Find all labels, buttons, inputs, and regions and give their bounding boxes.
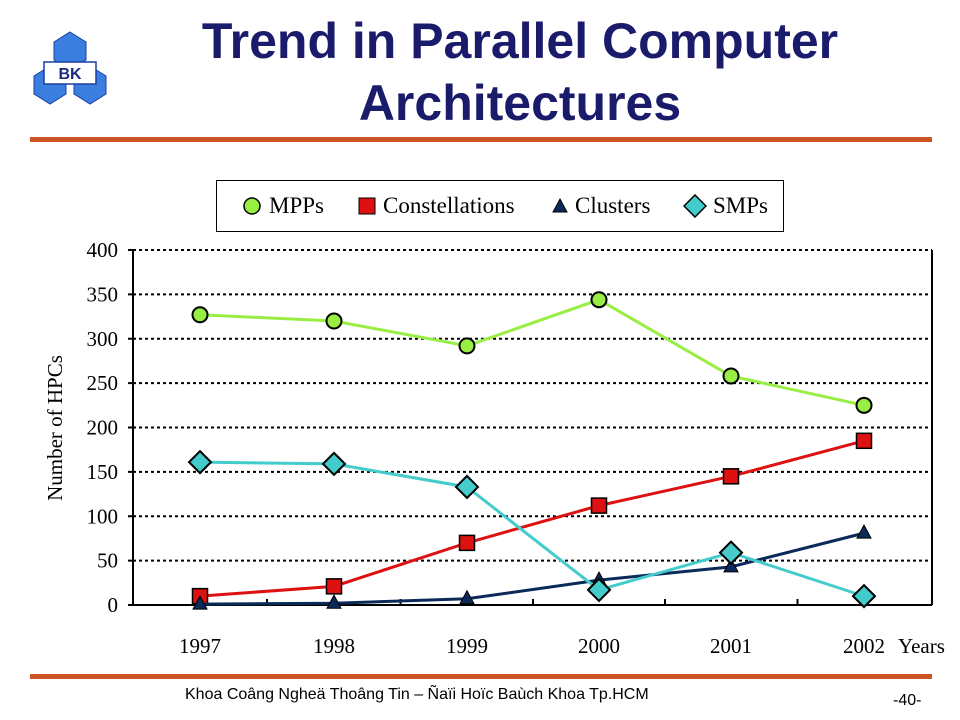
x-tick-label: 2000 xyxy=(578,634,620,658)
data-point-smps xyxy=(187,449,213,475)
data-point-constellations xyxy=(458,534,476,552)
chart-legend: MPPs Constellations Clusters SMPs xyxy=(216,180,784,232)
y-tick-label: 100 xyxy=(87,504,119,528)
page-number: -40- xyxy=(893,692,922,709)
data-point-mpps xyxy=(722,367,740,385)
slide-title-line2: Architectures xyxy=(358,75,682,131)
data-point-constellations xyxy=(722,468,740,485)
legend-label-clusters: Clusters xyxy=(575,193,651,218)
diamond-marker-icon xyxy=(683,194,707,218)
data-point-clusters xyxy=(326,594,342,609)
legend-label-constellations: Constellations xyxy=(383,193,515,218)
legend-item-clusters: Clusters xyxy=(551,181,650,231)
data-point-smps xyxy=(586,577,612,603)
y-tick-label: 50 xyxy=(97,549,118,573)
data-point-smps xyxy=(718,540,744,566)
data-point-clusters xyxy=(192,595,208,610)
legend-item-smps: SMPs xyxy=(683,181,768,231)
data-point-mpps xyxy=(191,306,209,324)
data-point-mpps xyxy=(855,396,873,414)
top-divider xyxy=(30,137,932,142)
series-line-constellations xyxy=(199,439,865,598)
data-point-mpps xyxy=(325,312,343,330)
data-point-smps xyxy=(851,583,877,609)
university-logo: BK xyxy=(33,31,107,105)
legend-label-mpps: MPPs xyxy=(269,193,324,218)
series-line-mpps xyxy=(199,298,865,407)
data-point-clusters xyxy=(459,589,475,605)
y-tick-label: 250 xyxy=(87,371,119,395)
x-axis-label: Years xyxy=(898,634,945,658)
bottom-divider xyxy=(30,674,932,679)
data-point-constellations xyxy=(855,432,873,450)
circle-marker-icon xyxy=(243,197,261,215)
data-point-smps xyxy=(321,451,347,477)
data-point-constellations xyxy=(325,578,343,595)
triangle-marker-icon xyxy=(552,197,568,213)
x-tick-label: 1998 xyxy=(313,634,355,658)
series-line-clusters xyxy=(199,531,865,606)
legend-item-mpps: MPPs xyxy=(241,181,324,231)
data-point-smps xyxy=(454,474,480,500)
y-tick-label: 0 xyxy=(108,593,119,617)
square-marker-icon xyxy=(358,197,376,215)
footer-text: Khoa Coâng Ngheä Thoâng Tin – Ñaïi Hoïc … xyxy=(185,686,649,703)
data-point-clusters xyxy=(856,524,872,539)
gridlines xyxy=(133,249,932,562)
data-point-constellations xyxy=(590,497,608,514)
logo-text: BK xyxy=(58,66,82,83)
data-point-clusters xyxy=(723,557,739,573)
y-tick-label: 200 xyxy=(87,416,119,440)
slide-title-line1: Trend in Parallel Computer xyxy=(201,13,839,69)
y-axis-label: Number of HPCs xyxy=(43,355,67,501)
data-point-mpps xyxy=(458,337,476,355)
x-tick-label: 1997 xyxy=(179,634,221,658)
legend-item-constellations: Constellations xyxy=(357,181,515,231)
x-tick-label: 2002 xyxy=(843,634,885,658)
y-tick-label: 350 xyxy=(87,282,119,306)
data-point-mpps xyxy=(590,291,608,309)
y-tick-label: 150 xyxy=(87,460,119,484)
legend-label-smps: SMPs xyxy=(713,193,768,218)
axes: 0 50 100 150 200 250 300 350 400 1997 1998 1999 2000… xyxy=(87,238,933,658)
series xyxy=(187,291,877,610)
y-tick-label: 300 xyxy=(87,327,119,351)
x-tick-label: 1999 xyxy=(446,634,488,658)
y-tick-label: 400 xyxy=(87,238,119,262)
series-line-smps xyxy=(199,460,865,598)
x-tick-label: 2001 xyxy=(710,634,752,658)
